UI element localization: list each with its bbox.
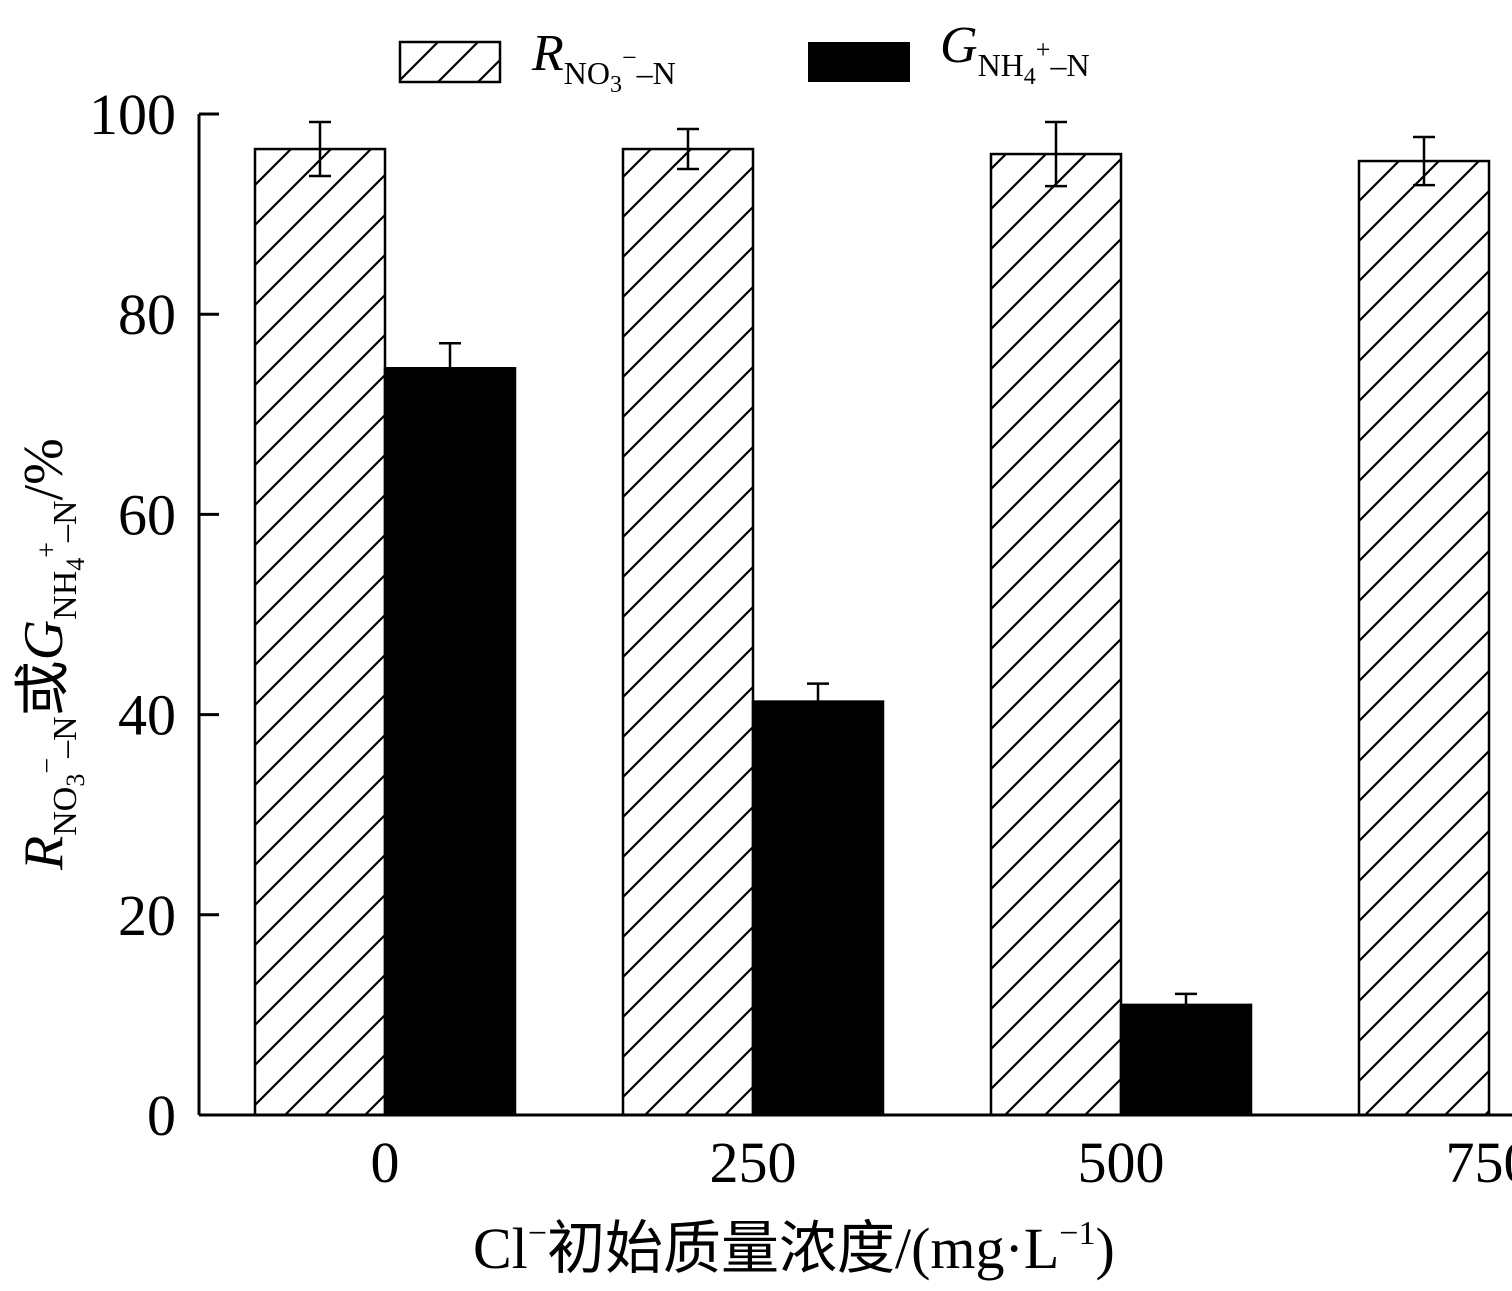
bar-r-250: [621, 147, 755, 1117]
xlabel-middle: 初始质量浓度/(mg·L: [547, 1216, 1059, 1281]
ylabel-r-main: R: [13, 836, 75, 871]
bar-r-500: [989, 152, 1123, 1117]
legend-label-g: GNH4+–N: [940, 17, 1090, 90]
xlabel-suffix: ): [1095, 1216, 1114, 1281]
legend-r-sup: −: [622, 43, 637, 72]
legend-swatch-hatch: [398, 40, 502, 84]
legend-swatch-solid: [808, 42, 910, 82]
legend-r-main: R: [531, 25, 564, 82]
ylabel-r-sub-sub: 3: [61, 774, 90, 787]
bar-g-0: [383, 367, 517, 1117]
xlabel-unit-sup: −1: [1059, 1215, 1095, 1252]
legend-g-tail: –N: [1049, 47, 1089, 83]
bar-g-250: [751, 700, 885, 1117]
error-bar-r-500: [1045, 120, 1067, 188]
x-tick-label: 250: [710, 1130, 797, 1195]
error-bars-layer: [309, 120, 1435, 1005]
error-bar-g-0: [439, 341, 461, 369]
ylabel-g-main: G: [13, 620, 75, 660]
y-tick-label: 40: [118, 683, 176, 748]
y-axis-label: RNO3−–N或GNH4+–N/%: [13, 438, 90, 871]
ylabel-r-sup: −: [32, 758, 63, 774]
legend-g-sub: NH: [978, 47, 1024, 83]
legend-r-tail: –N: [636, 55, 676, 91]
error-bar-r-0: [309, 120, 331, 178]
bar-g-500: [1119, 1003, 1253, 1117]
bar-r-750: [1357, 159, 1491, 1117]
bars-layer: [253, 147, 1491, 1117]
legend-g-sup: +: [1036, 35, 1051, 64]
ylabel-g-sub: NH: [47, 571, 84, 620]
ylabel-r-tail: –N: [47, 716, 84, 759]
ylabel-r-sub: NO: [47, 787, 84, 836]
legend-g-sub-sub: 4: [1024, 64, 1036, 90]
ylabel-connector: 或: [13, 660, 75, 716]
bar-r-0: [253, 147, 387, 1117]
error-bar-g-250: [807, 682, 829, 702]
x-ticks-layer: 0 250 500 750: [371, 1130, 1512, 1195]
legend-g-main: G: [940, 17, 978, 74]
ylabel-g-tail: –N: [47, 500, 84, 543]
y-tick-label: 100: [89, 82, 176, 147]
y-ticks-layer: 0 20 40 60 80 100: [89, 82, 219, 1148]
y-tick-label: 0: [147, 1083, 176, 1148]
ylabel-g-sub-sub: 4: [61, 558, 90, 571]
legend-r-sub: NO: [564, 55, 610, 91]
legend-label-r: RNO3−–N: [531, 25, 676, 98]
x-axis-label: Cl−初始质量浓度/(mg·L−1): [473, 1215, 1115, 1281]
error-bar-r-750: [1413, 135, 1435, 187]
x-tick-label: 0: [371, 1130, 400, 1195]
xlabel-prefix: Cl: [473, 1216, 528, 1281]
legend: RNO3−–N GNH4+–N: [398, 17, 1090, 98]
x-tick-label: 500: [1078, 1130, 1165, 1195]
ylabel-g-sup: +: [32, 542, 63, 558]
y-tick-label: 60: [118, 482, 176, 547]
error-bar-r-250: [677, 127, 699, 171]
x-tick-label: 750: [1446, 1130, 1512, 1195]
ylabel-unit: /%: [13, 438, 75, 500]
y-tick-label: 80: [118, 282, 176, 347]
legend-r-sub-sub: 3: [610, 72, 622, 98]
error-bar-g-500: [1175, 992, 1197, 1005]
xlabel-prefix-sup: −: [528, 1215, 547, 1252]
y-tick-label: 20: [118, 883, 176, 948]
